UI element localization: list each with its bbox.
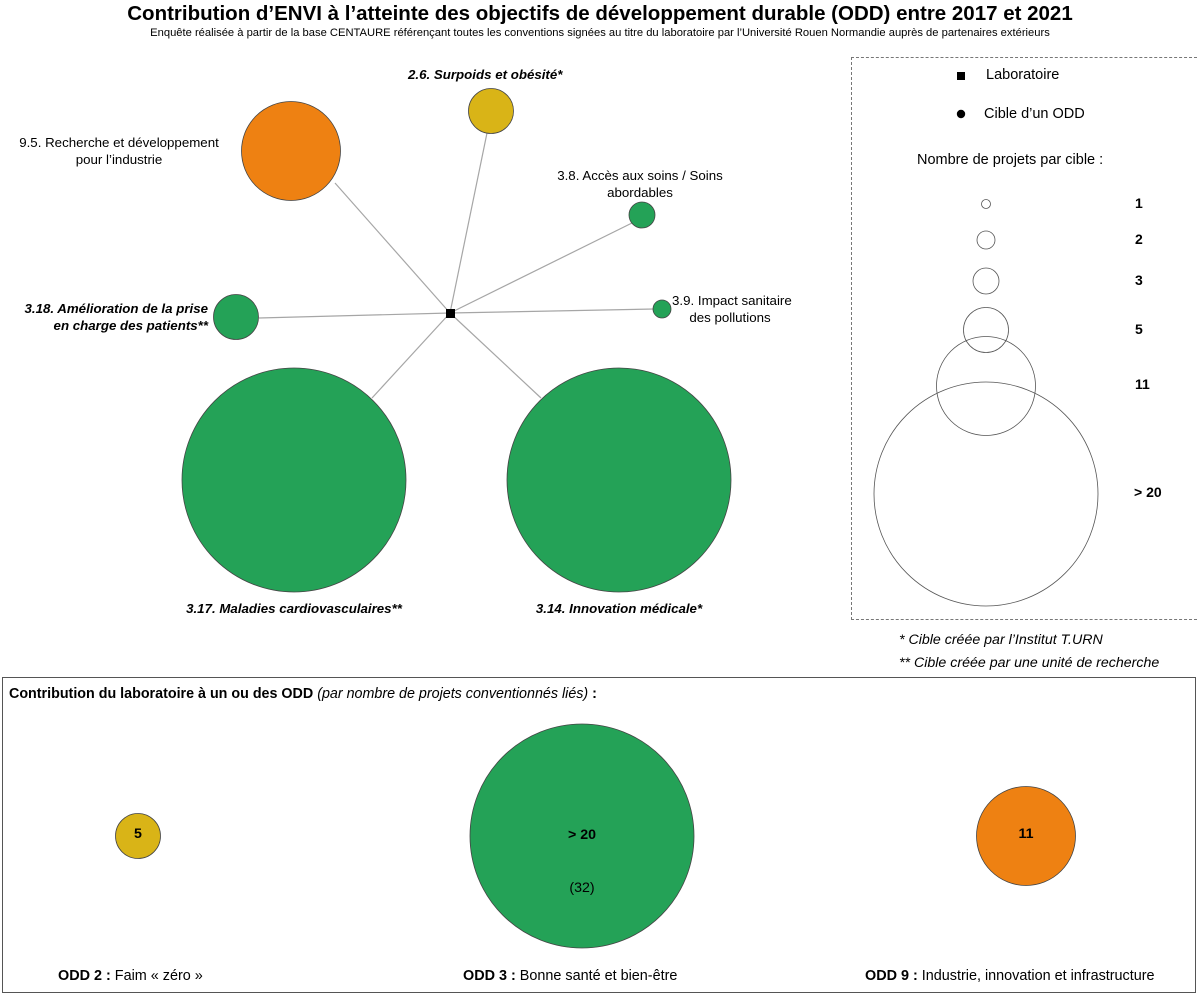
legend-size-3: 3 [1135,272,1143,288]
legend-size-5-circle [963,307,1009,353]
chart-title: Contribution d’ENVI à l’atteinte des obj… [127,2,1073,25]
links [258,132,655,399]
odd3-code: ODD 3 : [463,968,516,984]
legend-size-3-circle [972,267,1000,295]
target-3-9-circle [652,299,672,319]
odd-summary-title-bold: Contribution du laboratoire à un ou des … [9,686,314,702]
legend-box [851,57,1197,620]
target-2-6-circle [468,88,514,134]
legend-square-icon [957,72,965,80]
link-3-18 [258,312,451,319]
legend-size-20-circle [873,381,1099,607]
legend-size-11-circle [936,336,1036,436]
odd2-name: Faim « zéro » [110,968,203,984]
odd-summary-title: Contribution du laboratoire à un ou des … [9,686,597,702]
label-9-5-line1: 9.5. Recherche et développement [19,135,219,150]
target-3-18-circle [213,294,259,340]
odd9-label: ODD 9 : Industrie, innovation et infrast… [865,968,1155,984]
label-3-8-line2: abordables [607,185,673,200]
label-3-18: 3.18. Amélioration de la prise en charge… [0,300,208,334]
label-9-5-line2: pour l’industrie [75,152,163,167]
laboratoire-node [446,309,455,318]
legend-size-5: 5 [1135,321,1143,337]
label-2-6: 2.6. Surpoids et obésité* [408,67,563,82]
label-3-14: 3.14. Innovation médicale* [535,601,703,616]
target-3-8-circle [628,201,656,229]
target-3-14-circle [506,367,732,593]
legend-size-1-circle [981,199,991,209]
label-9-5: 9.5. Recherche et développement pour l’i… [0,134,238,168]
label-3-17: 3.17. Maladies cardiovasculaires** [186,601,402,616]
note-institut: * Cible créée par l’Institut T.URN [899,632,1103,648]
legend-dot-icon [956,109,966,119]
target-9-5-circle [241,101,341,201]
odd9-value: 11 [1018,826,1034,842]
label-3-8-line1: 3.8. Accès aux soins / Soins [557,168,723,183]
label-3-18-line1: 3.18. Amélioration de la prise [24,301,208,316]
odd9-name: Industrie, innovation et infrastructure [917,968,1155,984]
link-2-6 [449,132,488,314]
label-3-8: 3.8. Accès aux soins / Soins abordables [540,167,740,201]
legend-size-title: Nombre de projets par cible : [917,152,1104,168]
odd-summary-title-colon: : [588,686,597,702]
legend-size-1: 1 [1135,195,1143,211]
odd3-value: > 20 [567,827,596,843]
link-9-5 [334,182,451,314]
target-3-17-circle [181,367,407,593]
label-3-9-line1: 3.9. Impact sanitaire [672,293,792,308]
legend-size-11: 11 [1135,376,1150,392]
chart-subtitle: Enquête réalisée à partir de la base CEN… [150,27,1050,39]
legend-size-20: > 20 [1134,484,1162,500]
odd-summary-title-italic: (par nombre de projets conventionnés lié… [317,686,589,702]
odd2-code: ODD 2 : [58,968,111,984]
odd3-label: ODD 3 : Bonne santé et bien-être [463,968,677,984]
odd9-circle [976,786,1076,886]
odd-summary-box [2,677,1196,993]
legend-size-2: 2 [1135,231,1143,247]
odd3-name: Bonne santé et bien-être [515,968,678,984]
note-unite: ** Cible créée par une unité de recherch… [899,655,1160,671]
odd3-circle [469,723,695,949]
odd2-label: ODD 2 : Faim « zéro » [58,968,203,984]
odd2-circle [115,813,161,859]
link-3-17 [371,312,451,399]
legend-cible: Cible d’un ODD [984,106,1085,122]
link-3-9 [449,308,655,314]
link-3-14 [449,312,542,399]
legend-laboratoire: Laboratoire [986,67,1060,83]
odd2-value: 5 [134,826,142,842]
odd9-code: ODD 9 : [865,968,918,984]
link-3-8 [449,221,635,314]
label-3-18-line2: en charge des patients** [53,318,208,333]
label-3-9: 3.9. Impact sanitaire des pollutions [672,292,792,326]
label-3-9-line2: des pollutions [689,310,771,325]
legend-size-2-circle [976,230,996,250]
odd3-exact-value: (32) [569,880,595,896]
